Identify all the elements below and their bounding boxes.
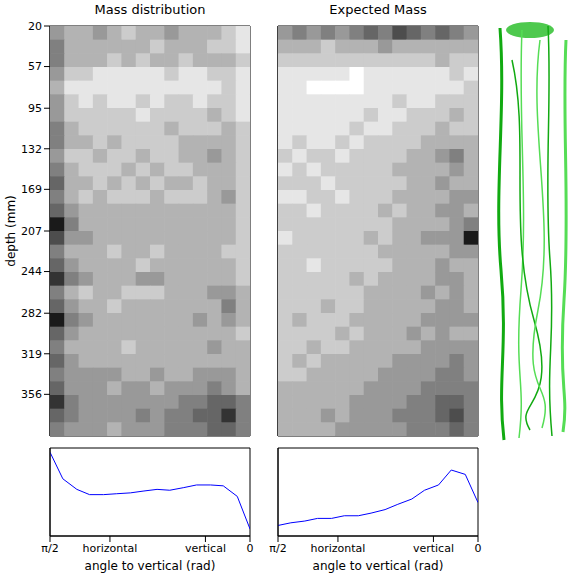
svg-text:282: 282 [21, 307, 42, 320]
svg-text:horizontal: horizontal [83, 542, 138, 555]
svg-text:π/2: π/2 [269, 542, 286, 555]
html-text:Mass distribution: Mass distribution [94, 2, 206, 17]
svg-text:0: 0 [475, 542, 482, 555]
svg-text:angle to vertical (rad): angle to vertical (rad) [85, 559, 216, 573]
svg-text:244: 244 [21, 265, 42, 278]
svg-text:95: 95 [28, 102, 42, 115]
svg-text:vertical: vertical [185, 542, 226, 555]
svg-text:vertical: vertical [413, 542, 454, 555]
svg-text:angle to vertical (rad): angle to vertical (rad) [313, 559, 444, 573]
svg-text:20: 20 [28, 20, 42, 33]
svg-text:356: 356 [21, 388, 42, 401]
svg-text:319: 319 [21, 348, 42, 361]
svg-text:depth (mm): depth (mm) [4, 195, 18, 266]
svg-text:132: 132 [21, 143, 42, 156]
svg-text:π/2: π/2 [41, 542, 58, 555]
html-text:Expected Mass: Expected Mass [329, 2, 427, 17]
svg-text:0: 0 [247, 542, 254, 555]
svg-text:57: 57 [28, 60, 42, 73]
svg-text:horizontal: horizontal [311, 542, 366, 555]
svg-text:207: 207 [21, 225, 42, 238]
svg-text:169: 169 [21, 183, 42, 196]
